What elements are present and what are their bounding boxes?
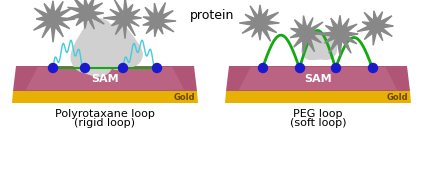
Polygon shape xyxy=(317,15,358,56)
Polygon shape xyxy=(290,16,323,53)
Polygon shape xyxy=(12,91,198,103)
Text: (rigid loop): (rigid loop) xyxy=(74,118,136,128)
Polygon shape xyxy=(26,67,184,90)
Polygon shape xyxy=(13,66,197,91)
Circle shape xyxy=(119,63,128,73)
Polygon shape xyxy=(103,0,142,39)
Text: PEG loop: PEG loop xyxy=(293,109,343,119)
Circle shape xyxy=(153,63,162,73)
Polygon shape xyxy=(34,1,75,42)
Text: SAM: SAM xyxy=(304,74,332,83)
Circle shape xyxy=(332,63,340,73)
Polygon shape xyxy=(143,3,176,37)
Text: SAM: SAM xyxy=(91,74,119,83)
Circle shape xyxy=(368,63,377,73)
Polygon shape xyxy=(357,11,394,45)
Circle shape xyxy=(258,63,267,73)
Polygon shape xyxy=(226,66,410,91)
Circle shape xyxy=(48,63,57,73)
Circle shape xyxy=(295,63,304,73)
Polygon shape xyxy=(66,0,104,29)
Text: protein: protein xyxy=(190,9,234,22)
Text: Gold: Gold xyxy=(173,93,195,102)
Circle shape xyxy=(80,63,90,73)
Text: Polyrotaxane loop: Polyrotaxane loop xyxy=(55,109,155,119)
Polygon shape xyxy=(239,67,397,90)
Text: (soft loop): (soft loop) xyxy=(290,118,346,128)
Text: Gold: Gold xyxy=(386,93,408,102)
Polygon shape xyxy=(225,91,411,103)
Polygon shape xyxy=(239,5,279,41)
